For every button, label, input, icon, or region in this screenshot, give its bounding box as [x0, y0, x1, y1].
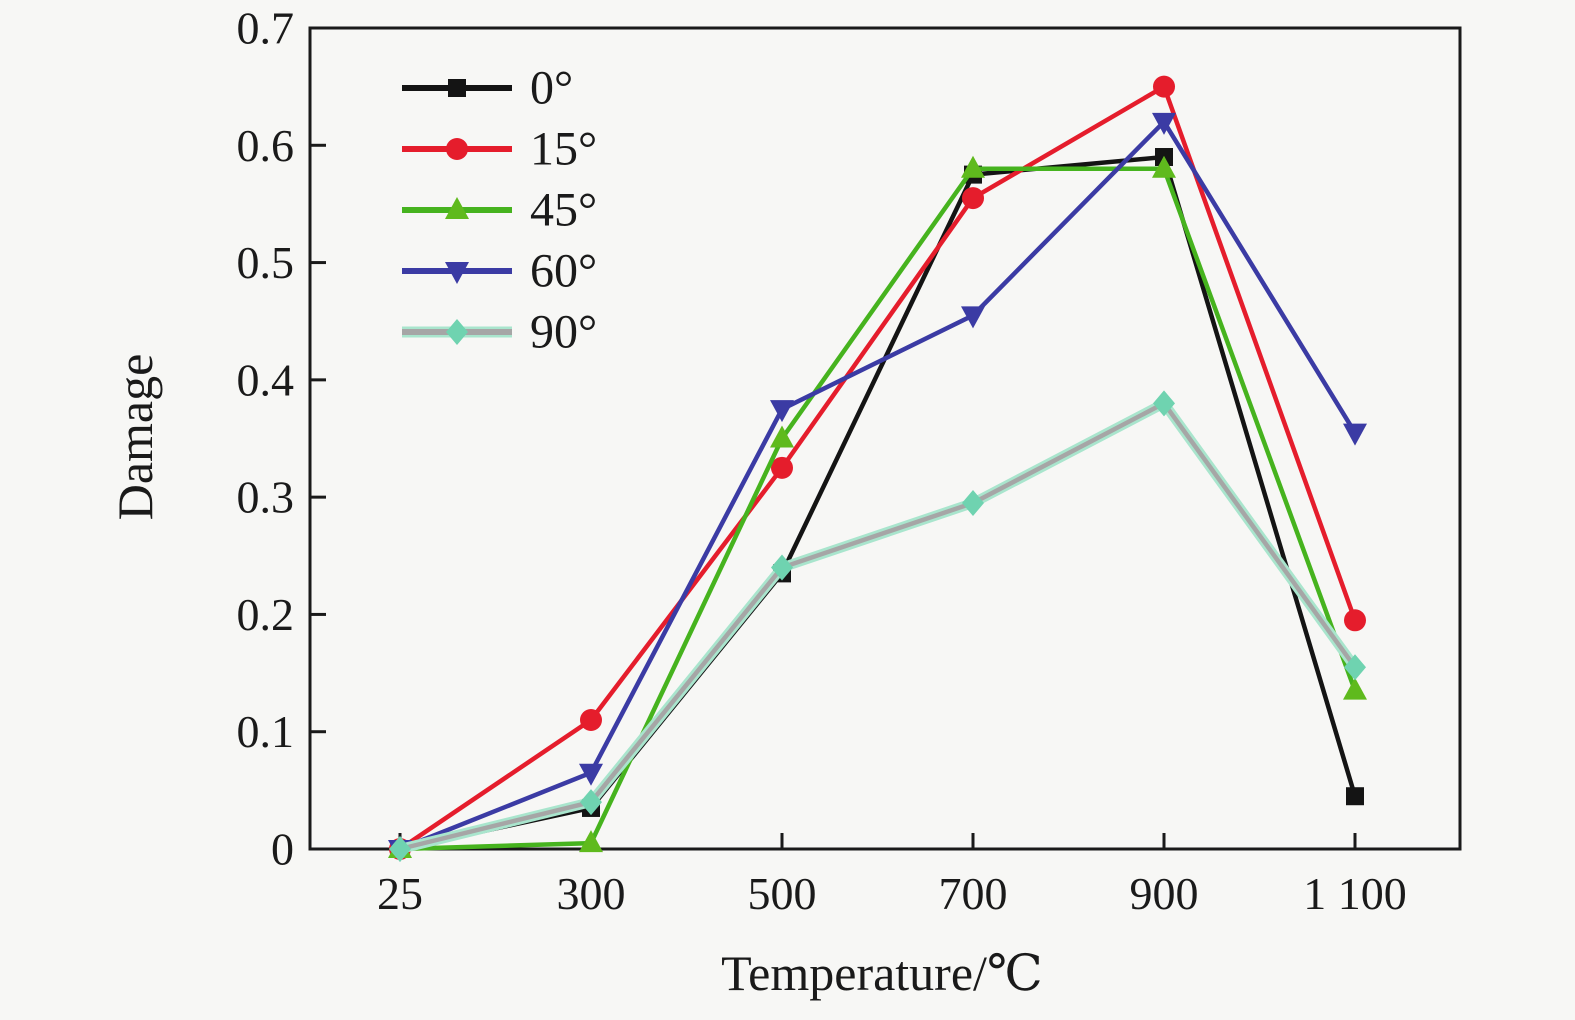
y-tick-label: 0: [271, 824, 294, 875]
legend-item-90-deg: 90°: [402, 306, 597, 359]
legend-item-60-deg: 60°: [402, 245, 597, 298]
series-90-deg: [389, 390, 1366, 862]
x-tick-label: 700: [939, 868, 1008, 919]
legend-60-deg-marker-triangle-down-icon: [445, 262, 469, 284]
15-deg-marker-circle-icon: [1153, 75, 1175, 98]
90-deg-marker-diamond-icon: [580, 789, 602, 816]
legend-label: 90°: [530, 306, 597, 359]
legend-45-deg-marker-triangle-up-icon: [445, 197, 469, 219]
90-deg-marker-diamond-icon: [771, 554, 793, 581]
60-deg-marker-triangle-down-icon: [579, 763, 603, 786]
y-axis-title: Damage: [107, 354, 163, 521]
plot-border: [308, 26, 1462, 851]
y-tick-label: 0.4: [237, 354, 295, 405]
90-deg-marker-diamond-icon: [962, 490, 984, 517]
legend-15-deg-marker-circle-icon: [446, 138, 468, 160]
legend-label: 60°: [530, 245, 597, 298]
x-tick-label: 300: [557, 868, 626, 919]
y-tick-label: 0.6: [237, 120, 295, 171]
90-deg-marker-diamond-icon: [1344, 654, 1366, 681]
legend-0-deg-marker-square-icon: [448, 79, 466, 97]
series-line: [399, 166, 1358, 852]
legend-item-0-deg: 0°: [402, 62, 573, 115]
legend-90-deg-marker-diamond-icon: [446, 319, 468, 345]
60-deg-marker-triangle-down-icon: [1152, 112, 1176, 135]
45-deg-marker-triangle-up-icon: [961, 155, 985, 178]
90-deg-marker-diamond-icon: [1153, 390, 1175, 417]
legend-item-45-deg: 45°: [402, 184, 597, 237]
series-line: [399, 118, 1357, 852]
y-tick-label: 0.5: [237, 237, 295, 288]
y-tick-label: 0.1: [237, 706, 295, 757]
x-tick-label: 1 100: [1303, 868, 1407, 919]
15-deg-marker-circle-icon: [1344, 609, 1366, 632]
x-tick-label: 500: [748, 868, 817, 919]
y-tick-label: 0.7: [237, 3, 295, 54]
legend-label: 15°: [530, 123, 597, 176]
45-deg-marker-triangle-up-icon: [1343, 677, 1367, 700]
y-tick-label: 0.2: [237, 589, 295, 640]
60-deg-marker-triangle-down-icon: [961, 306, 985, 329]
plot-area: 0 0.1 0.2 0.3 0.4 0.5 0.6 0.7 25 300 500 700 900 1 10…: [237, 3, 1462, 919]
45-deg-marker-triangle-up-icon: [579, 830, 603, 853]
x-tick-label: 900: [1130, 868, 1199, 919]
15-deg-marker-circle-icon: [962, 187, 984, 210]
15-deg-marker-circle-icon: [771, 456, 793, 479]
90-deg-marker-diamond-icon: [389, 836, 411, 862]
series-line: [399, 400, 1357, 852]
legend-label: 45°: [530, 184, 597, 237]
60-deg-marker-triangle-down-icon: [1343, 423, 1367, 446]
45-deg-marker-triangle-up-icon: [770, 425, 794, 448]
60-deg-marker-triangle-down-icon: [770, 400, 794, 423]
45-deg-marker-triangle-up-icon: [1152, 155, 1176, 178]
x-tick-label: 25: [377, 868, 423, 919]
legend-item-15-deg: 15°: [402, 123, 597, 176]
x-axis-title: Temperature/℃: [721, 945, 1043, 1001]
legend-label: 0°: [530, 62, 573, 115]
15-deg-marker-circle-icon: [580, 708, 602, 731]
y-tick-label: 0.3: [237, 472, 295, 523]
0-deg-marker-square-icon: [1346, 787, 1364, 806]
